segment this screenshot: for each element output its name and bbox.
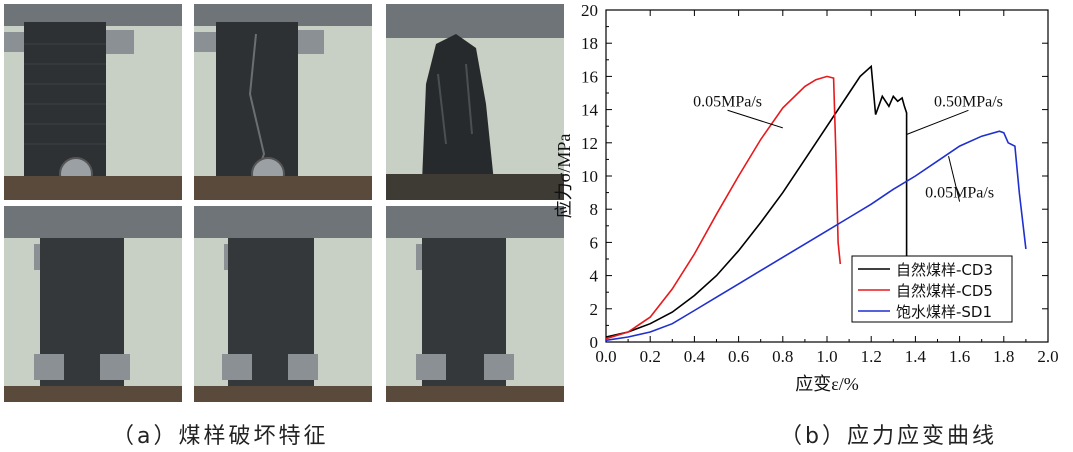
y-tick-label: 18 <box>581 34 598 53</box>
y-tick-label: 6 <box>590 233 599 252</box>
x-tick-label: 0.0 <box>595 347 616 366</box>
series-line-3 <box>605 130 1027 342</box>
photo-cd3-before <box>4 206 182 402</box>
series-line-2 <box>605 75 842 340</box>
y-tick-label: 2 <box>590 300 599 319</box>
x-tick-label: 1.4 <box>905 347 927 366</box>
y-tick-label: 10 <box>581 167 598 186</box>
legend-label: 自然煤样-CD3 <box>896 261 993 279</box>
photo-cd5-before <box>194 206 372 402</box>
y-tick-label: 20 <box>581 1 598 20</box>
x-tick-label: 0.6 <box>728 347 749 366</box>
y-tick-label: 12 <box>581 134 598 153</box>
annotation-leader <box>727 109 783 129</box>
y-tick-label: 16 <box>581 67 598 86</box>
x-tick-label: 0.8 <box>772 347 793 366</box>
x-tick-label: 1.6 <box>949 347 970 366</box>
x-tick-label: 0.2 <box>640 347 661 366</box>
y-axis-label: 应力σ/MPa <box>554 134 574 219</box>
annotation-leader <box>948 155 961 202</box>
y-tick-label: 0 <box>590 333 599 352</box>
annotation-label: 0.50MPa/s <box>934 93 1003 110</box>
axes: 0.0 0.2 0.4 0.6 0.8 1.0 1.2 1.4 1.6 1.8 2.0 0 2 4 6 8 10… <box>554 1 1059 394</box>
legend-label: 饱水煤样-SD1 <box>896 303 992 321</box>
photo-sd1-before <box>386 206 564 402</box>
annotation-leader <box>906 109 969 135</box>
annotations: 0.05MPa/s 0.50MPa/s 0.05MPa/s <box>693 93 1003 202</box>
x-tick-label: 1.2 <box>861 347 882 366</box>
y-tick-label: 4 <box>590 267 599 286</box>
y-tick-label: 8 <box>590 200 599 219</box>
sample-photo-grid <box>0 0 590 410</box>
x-tick-label: 1.0 <box>816 347 837 366</box>
legend: 自然煤样-CD3 自然煤样-CD5 饱水煤样-SD1 <box>851 255 1013 323</box>
caption-a: （a）煤样破坏特征 <box>112 424 329 449</box>
series-lines <box>605 64 1027 342</box>
caption-b: （b）应力应变曲线 <box>780 424 997 449</box>
annotation-label: 0.05MPa/s <box>693 93 762 110</box>
x-axis-label: 应变ε/% <box>795 374 859 394</box>
x-tick-label: 1.8 <box>993 347 1014 366</box>
y-tick-label: 14 <box>581 101 599 120</box>
photo-sd1-after <box>386 4 564 200</box>
x-tick-label: 2.0 <box>1037 347 1058 366</box>
legend-label: 自然煤样-CD5 <box>896 282 993 300</box>
series-line-1 <box>605 64 908 338</box>
stress-strain-chart: 0.0 0.2 0.4 0.6 0.8 1.0 1.2 1.4 1.6 1.8 2.0 0 2 4 6 8 10… <box>554 1 1059 394</box>
x-tick-label: 0.4 <box>684 347 706 366</box>
photo-cd5-after <box>194 4 372 200</box>
annotation-label: 0.05MPa/s <box>925 185 994 202</box>
photo-cd3-after <box>4 4 182 200</box>
